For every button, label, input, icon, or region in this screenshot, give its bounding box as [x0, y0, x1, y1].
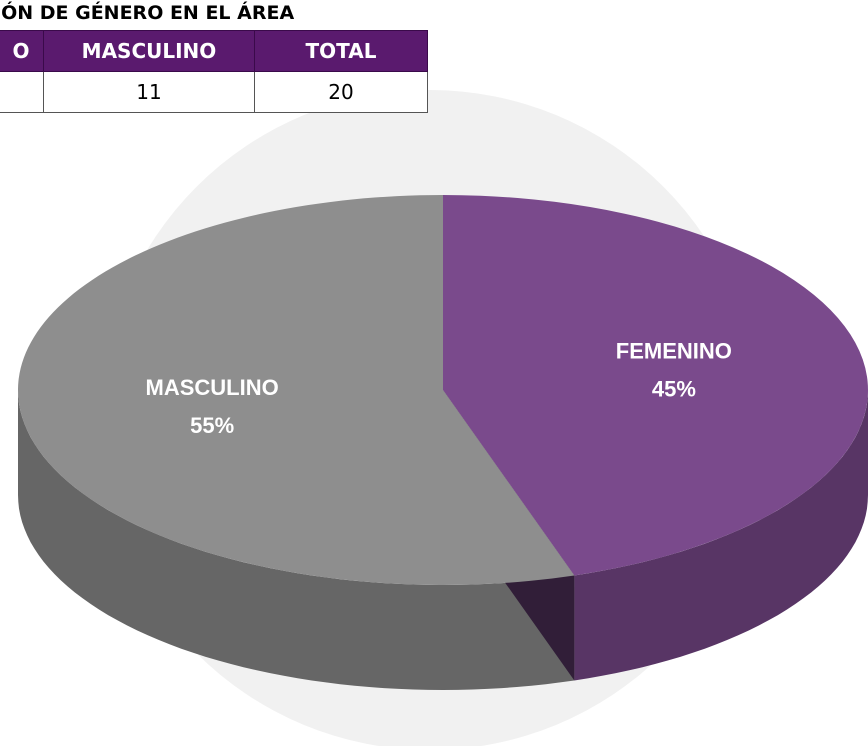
header-cell: MASCULINO	[43, 30, 255, 72]
header-row: O MASCULINO TOTAL	[0, 30, 428, 72]
table-title: IÓN DE GÉNERO EN EL ÁREA	[0, 2, 295, 24]
cell: 20	[254, 71, 428, 113]
header-cell: O	[0, 30, 44, 72]
header-cell: TOTAL	[254, 30, 428, 72]
slice	[443, 195, 868, 576]
value-label: 55%	[190, 413, 234, 438]
cell: 11	[43, 71, 255, 113]
slice	[17, 195, 575, 585]
slice-label: MASCULINO	[146, 375, 279, 400]
slice-label: FEMENINO	[616, 339, 732, 364]
value-label: 45%	[652, 377, 696, 402]
data-row: 11 20	[0, 71, 428, 113]
pie: FEMENINO 45% MASCULINO 55%	[17, 195, 868, 690]
slice-side	[574, 390, 868, 681]
slice-side	[18, 390, 575, 690]
cell	[0, 71, 44, 113]
table: O MASCULINO TOTAL 11 20	[0, 30, 428, 113]
